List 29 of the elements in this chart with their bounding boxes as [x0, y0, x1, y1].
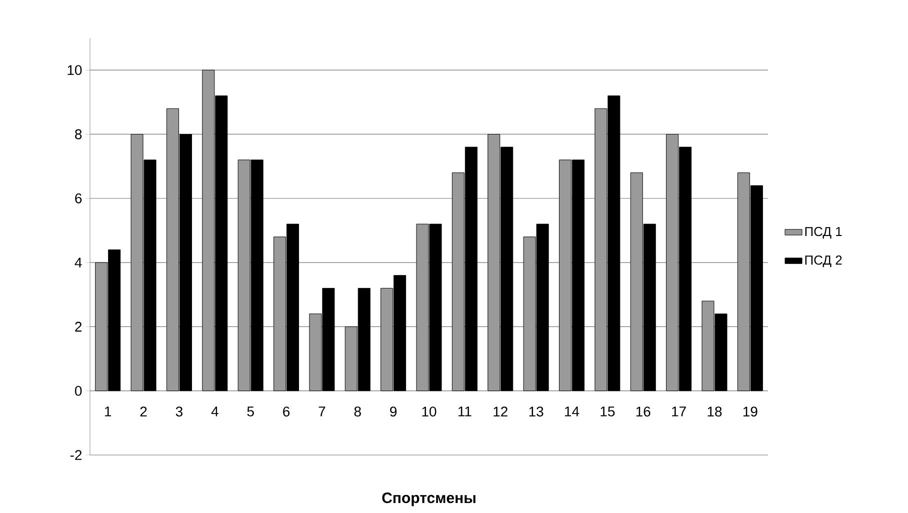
x-tick-label: 6 [283, 406, 290, 417]
x-tick-label: 14 [565, 406, 580, 416]
legend-label: ПСД 2 [805, 255, 842, 268]
y-tick-label: 4 [74, 258, 82, 268]
x-tick-label: 16 [636, 406, 650, 417]
y-tick-label: -2 [70, 450, 82, 460]
x-tick-label: 5 [247, 406, 254, 416]
x-tick-label: 15 [600, 406, 615, 416]
y-tick-label: 6 [75, 193, 82, 204]
y-tick-label: 2 [75, 322, 82, 332]
x-tick-label: 11 [458, 406, 472, 416]
x-tick-label: 7 [318, 406, 326, 416]
x-tick-label: 2 [140, 406, 147, 416]
y-tick-label: 10 [68, 65, 82, 76]
x-tick-label: 9 [390, 406, 397, 417]
x-tick-label: 12 [494, 406, 508, 416]
x-tick-label: 18 [708, 406, 722, 417]
legend-label: ПСД 1 [805, 226, 842, 239]
x-tick-label: 19 [743, 406, 758, 417]
x-tick-label: 3 [176, 406, 182, 417]
x-tick-label: 13 [529, 406, 544, 417]
x-tick-label: 4 [211, 406, 218, 416]
x-tick-label: 17 [672, 406, 686, 416]
x-tick-label: 1 [105, 406, 112, 416]
x-axis-title: Спортсмены [382, 492, 476, 506]
y-tick-label: 8 [75, 129, 82, 140]
y-tick-label: 0 [74, 386, 82, 396]
x-tick-label: 10 [422, 406, 436, 417]
x-tick-label: 8 [354, 406, 361, 417]
